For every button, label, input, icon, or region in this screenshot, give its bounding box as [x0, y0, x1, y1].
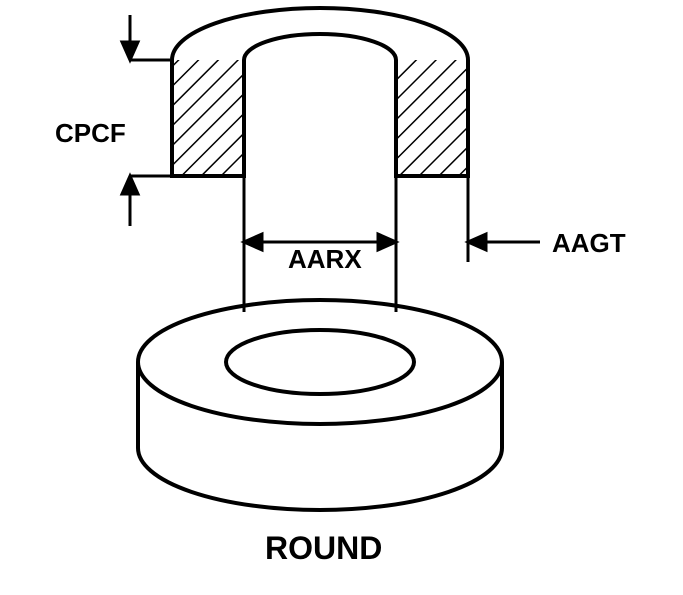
cross-section-hatch-right	[396, 60, 468, 176]
technical-drawing-svg	[0, 0, 683, 595]
aarx-label: AARX	[284, 244, 366, 275]
diagram-title: ROUND	[265, 530, 382, 567]
diagram-container: CPCF AARX AAGT ROUND	[0, 0, 683, 595]
ring-3d-view	[138, 300, 502, 510]
cross-section-hatch-left	[172, 60, 244, 176]
cpcf-dimension	[122, 15, 170, 226]
aagt-label: AAGT	[552, 228, 626, 259]
aagt-dimension	[468, 234, 540, 250]
cpcf-label: CPCF	[55, 118, 126, 149]
